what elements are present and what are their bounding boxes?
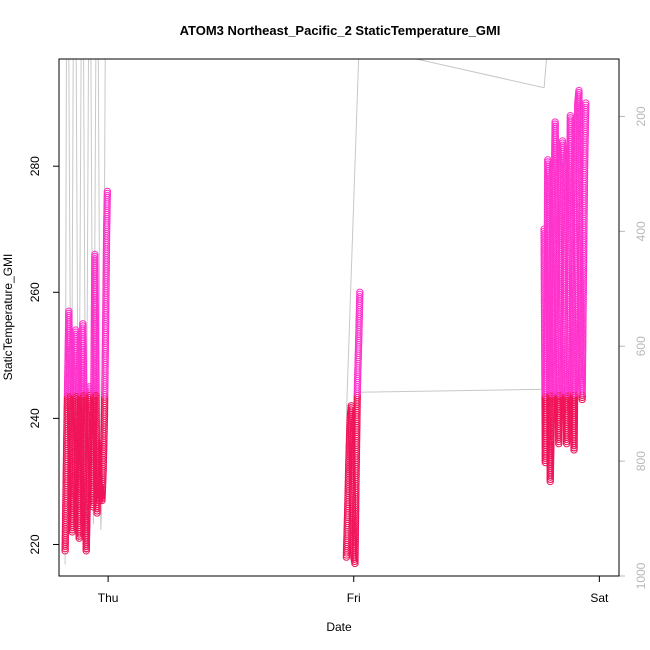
y2-tick-label: 200 [634, 106, 648, 126]
data-point [582, 99, 590, 107]
y2-tick-label: 400 [634, 221, 648, 241]
pressure-line [64, 58, 108, 565]
data-points-layer [61, 86, 590, 568]
data-point [356, 288, 364, 296]
x-tick-label: Sat [590, 591, 609, 605]
x-tick-label: Thu [98, 591, 119, 605]
y-tick-label: 220 [28, 534, 42, 554]
plot-frame [58, 58, 620, 577]
x-tick-label: Fri [347, 591, 361, 605]
data-point [582, 101, 590, 110]
data-point [356, 292, 364, 301]
y2-tick-label: 800 [634, 451, 648, 471]
pressure-line [358, 388, 545, 393]
data-point [103, 191, 112, 200]
pressure-line [345, 58, 360, 416]
y-tick-label: 280 [28, 156, 42, 176]
pressure-line [416, 58, 586, 89]
y-tick-label: 260 [28, 282, 42, 302]
data-point [582, 103, 590, 112]
data-point [103, 187, 112, 196]
y-tick-label: 240 [28, 408, 42, 428]
pressure-line-layer [64, 58, 586, 565]
y2-tick-label: 600 [634, 336, 648, 356]
x-axis-label: Date [326, 620, 352, 634]
data-point [356, 290, 364, 299]
chart-title: ATOM3 Northeast_Pacific_2 StaticTemperat… [180, 23, 501, 38]
y2-tick-label: 1000 [634, 562, 648, 589]
y-axis-label: StaticTemperature_GMI [1, 254, 15, 381]
data-point [103, 189, 112, 198]
